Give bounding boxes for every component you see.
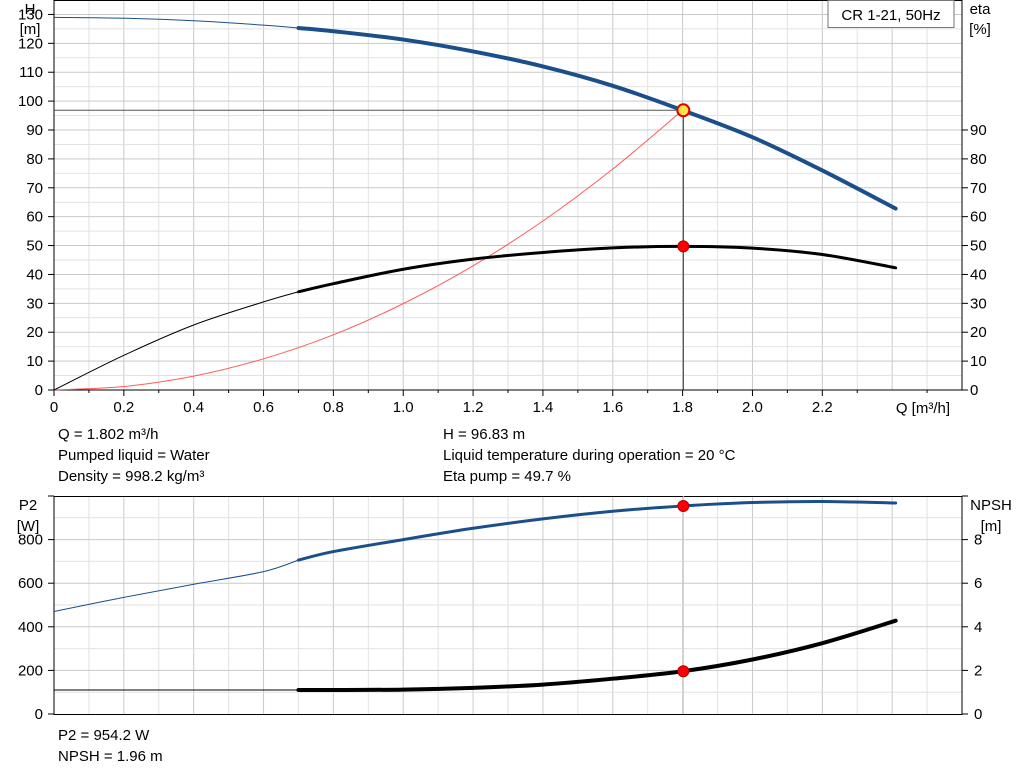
x-axis-tick-label: 2.0 <box>742 399 763 416</box>
top-y-right-tick-label: 10 <box>970 353 987 370</box>
bottom-y-left-tick-label: 600 <box>18 575 43 592</box>
p2-duty-point-marker <box>677 499 690 512</box>
top-y-right-tick-label: 90 <box>970 122 987 139</box>
npsh-curve <box>296 618 898 693</box>
eta-curve-thin <box>53 291 299 391</box>
npsh-axis-unit: [m] <box>981 518 1002 535</box>
head-duty-point-marker <box>676 103 691 118</box>
top-y-right-tick-label: 0 <box>970 382 978 399</box>
series-label-box <box>827 0 955 28</box>
y-right-axis-title: eta <box>970 1 992 18</box>
x-axis-tick-label: 0 <box>50 399 58 416</box>
x-axis-label: Q [m³/h] <box>896 400 950 417</box>
x-axis-tick-label: 0.2 <box>113 399 134 416</box>
x-axis-tick-label: 1.0 <box>393 399 414 416</box>
top-y-left-tick-label: 130 <box>18 6 43 23</box>
p2-axis-title: P2 <box>19 497 37 514</box>
top-y-left-tick-label: 50 <box>26 238 43 255</box>
top-y-left-tick-label: 40 <box>26 266 43 283</box>
top-y-right-tick-label: 40 <box>970 266 987 283</box>
x-axis-tick-label: 1.6 <box>602 399 623 416</box>
top-y-left-tick-label: 80 <box>26 151 43 168</box>
head-curve-thin <box>53 16 299 29</box>
x-axis-tick-label: 1.4 <box>532 399 553 416</box>
top-y-right-tick-label: 80 <box>970 151 987 168</box>
y-left-axis-unit: [m] <box>20 21 41 38</box>
bottom-y-left-tick-label: 400 <box>18 619 43 636</box>
p2-curve-thin <box>53 559 299 613</box>
top-y-left-tick-label: 10 <box>26 353 43 370</box>
bottom-y-right-tick-label: 8 <box>974 532 982 549</box>
bottom-y-right-tick-label: 4 <box>974 619 982 636</box>
info-eta-pump: Eta pump = 49.7 % <box>443 468 571 485</box>
top-y-left-tick-label: 30 <box>26 295 43 312</box>
top-y-left-tick-label: 70 <box>26 180 43 197</box>
info-head: H = 96.83 m <box>443 426 526 443</box>
npsh-axis-title: NPSH <box>970 497 1012 514</box>
bottom-y-right-tick-label: 2 <box>974 662 982 679</box>
top-y-left-tick-label: 110 <box>19 64 43 81</box>
top-y-right-tick-label: 70 <box>970 180 987 197</box>
top-y-left-tick-label: 100 <box>18 93 43 110</box>
info-p2: P2 = 954.2 W <box>58 727 150 744</box>
bottom-y-left-tick-label: 0 <box>35 706 43 723</box>
x-axis-tick-label: 2.2 <box>812 399 833 416</box>
x-axis-tick-label: 1.8 <box>672 399 693 416</box>
head-curve <box>296 26 898 211</box>
system-curve <box>53 109 683 391</box>
eta-curve <box>296 244 898 294</box>
top-y-left-tick-label: 0 <box>35 382 43 399</box>
info-q: Q = 1.802 m³/h <box>58 426 159 443</box>
bottom-plot-frame <box>53 496 963 715</box>
bottom-y-left-tick-label: 800 <box>18 532 43 549</box>
bottom-y-left-tick-label: 200 <box>18 662 43 679</box>
top-y-right-tick-label: 30 <box>970 295 987 312</box>
top-y-right-tick-label: 60 <box>970 209 987 226</box>
top-y-right-tick-label: 20 <box>970 324 987 341</box>
npsh-duty-point-marker <box>677 665 690 678</box>
eta-duty-point-marker <box>677 240 690 253</box>
x-axis-tick-label: 1.2 <box>463 399 484 416</box>
x-axis-tick-label: 0.6 <box>253 399 274 416</box>
y-right-axis-unit: [%] <box>969 21 991 38</box>
top-y-left-tick-label: 60 <box>26 209 43 226</box>
top-y-left-tick-label: 90 <box>26 122 43 139</box>
series-label-text: CR 1-21, 50Hz <box>841 7 940 24</box>
bottom-y-right-tick-label: 0 <box>974 706 982 723</box>
y-left-axis-title: H <box>25 1 36 18</box>
p2-axis-unit: [W] <box>17 518 40 535</box>
top-y-right-tick-label: 50 <box>970 238 987 255</box>
x-axis-tick-label: 0.8 <box>323 399 344 416</box>
top-y-left-tick-label: 20 <box>26 324 43 341</box>
info-npsh: NPSH = 1.96 m <box>58 748 163 765</box>
info-liquid-temperature: Liquid temperature during operation = 20… <box>443 447 736 464</box>
top-y-left-tick-label: 120 <box>18 35 43 52</box>
bottom-y-right-tick-label: 6 <box>974 575 982 592</box>
info-pumped-liquid: Pumped liquid = Water <box>58 447 210 464</box>
p2-curve <box>296 499 898 562</box>
info-density: Density = 998.2 kg/m³ <box>58 468 205 485</box>
x-axis-tick-label: 0.4 <box>183 399 204 416</box>
